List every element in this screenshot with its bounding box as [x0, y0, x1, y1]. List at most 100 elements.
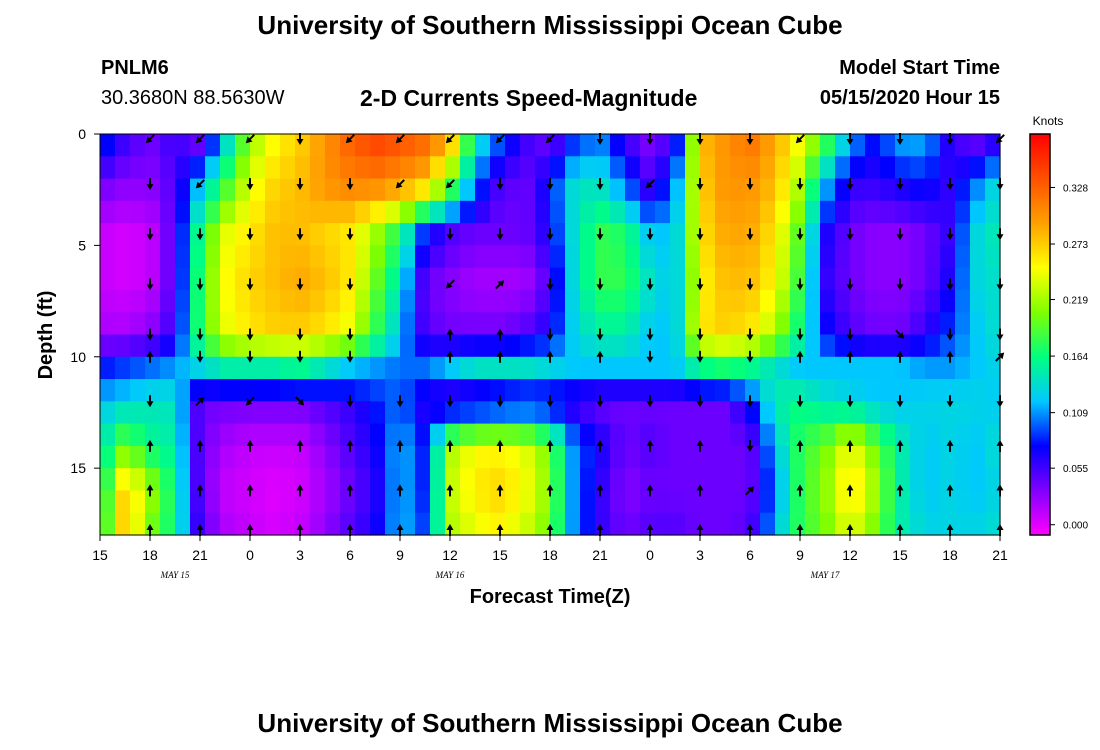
heatmap-cell	[355, 245, 371, 269]
heatmap-cell	[655, 200, 671, 224]
heatmap-cell	[205, 445, 221, 469]
heatmap-cell	[955, 490, 971, 514]
heatmap-cell	[910, 312, 926, 336]
current-arrow	[246, 228, 254, 241]
heatmap-cell	[625, 223, 641, 246]
heatmap-cell	[340, 379, 356, 402]
heatmap-cell	[430, 379, 446, 402]
heatmap-cell	[625, 178, 641, 202]
current-arrow	[495, 134, 505, 144]
heatmap-cell	[910, 200, 926, 224]
heatmap-cell	[880, 490, 896, 514]
heatmap-cell	[100, 356, 116, 380]
heatmap-cell	[175, 445, 191, 469]
current-arrow	[146, 178, 154, 191]
heatmap-cell	[685, 401, 701, 425]
heatmap-cell	[505, 334, 521, 358]
heatmap-cell	[460, 512, 476, 536]
heatmap-cell	[985, 156, 1001, 180]
heatmap-cell	[490, 468, 506, 492]
heatmap-cell	[925, 401, 941, 425]
heatmap-cell	[535, 356, 551, 380]
heatmap-cell	[370, 156, 386, 180]
heatmap-cell	[145, 401, 161, 425]
heatmap-cell	[415, 379, 431, 402]
current-arrow	[445, 179, 455, 189]
heatmap-cell	[310, 379, 326, 402]
heatmap-cell	[985, 423, 1001, 447]
heatmap-cell	[955, 200, 971, 224]
heatmap-cell	[475, 178, 491, 202]
current-arrow	[195, 179, 205, 189]
heatmap-cell	[280, 312, 296, 336]
heatmap-cell	[955, 423, 971, 447]
heatmap-cell	[310, 245, 326, 269]
heatmap-cell	[235, 445, 251, 469]
heatmap-cell	[250, 334, 266, 358]
heatmap-cell	[595, 401, 611, 425]
heatmap-cell	[835, 423, 851, 447]
heatmap-cell	[745, 490, 761, 514]
heatmap-cell	[970, 267, 986, 291]
heatmap-cell	[715, 379, 731, 402]
heatmap-cell	[130, 245, 146, 269]
heatmap-cell	[790, 200, 806, 224]
heatmap-cell	[775, 512, 791, 536]
heatmap-cell	[760, 156, 776, 180]
heatmap-cell	[160, 468, 176, 492]
heatmap-cell	[760, 267, 776, 291]
heatmap-cell	[430, 401, 446, 425]
heatmap-cell	[580, 401, 596, 425]
heatmap-cell	[430, 156, 446, 180]
heatmap-cell	[685, 379, 701, 402]
current-arrow	[646, 395, 654, 408]
heatmap-cell	[865, 200, 881, 224]
heatmap-cell	[880, 468, 896, 492]
heatmap-cell	[475, 334, 491, 358]
heatmap-cell	[715, 289, 731, 313]
heatmap-cell	[550, 156, 566, 180]
current-arrow	[496, 228, 504, 241]
heatmap-cell	[415, 423, 431, 447]
heatmap-cell	[745, 178, 761, 202]
heatmap-cell	[715, 312, 731, 336]
current-arrow	[646, 350, 654, 363]
x-tick-label: 0	[246, 547, 254, 563]
heatmap-cell	[970, 512, 986, 536]
heatmap-cell	[595, 334, 611, 358]
heatmap-cell	[400, 423, 416, 447]
current-arrow	[146, 439, 154, 452]
heatmap-cell	[715, 245, 731, 269]
heatmap-cell	[415, 312, 431, 336]
current-arrow	[896, 350, 904, 363]
heatmap-cell	[580, 490, 596, 514]
heatmap-cell	[565, 178, 581, 202]
heatmap-cell	[505, 312, 521, 336]
heatmap-cell	[490, 245, 506, 269]
heatmap-cell	[970, 490, 986, 514]
heatmap-cell	[220, 423, 236, 447]
heatmap-cell	[355, 379, 371, 402]
heatmap-cell	[580, 468, 596, 492]
heatmap-cell	[370, 468, 386, 492]
current-arrow	[195, 397, 205, 407]
current-arrow	[346, 178, 354, 191]
heatmap-cell	[265, 334, 281, 358]
heatmap-cell	[565, 267, 581, 291]
heatmap-cell	[220, 512, 236, 536]
heatmap-cell	[760, 423, 776, 447]
current-arrow	[846, 350, 854, 363]
heatmap-cell	[370, 334, 386, 358]
current-arrow	[295, 396, 305, 406]
heatmap-cell	[190, 134, 206, 157]
current-arrow	[546, 228, 554, 241]
heatmap-cell	[100, 379, 116, 402]
current-arrow	[246, 178, 254, 191]
heatmap-cell	[565, 445, 581, 469]
heatmap-cell	[685, 200, 701, 224]
heatmap-cell	[865, 289, 881, 313]
heatmap-cell	[355, 178, 371, 202]
heatmap-cell	[490, 423, 506, 447]
heatmap-cell	[670, 156, 686, 180]
heatmap-cell	[790, 490, 806, 514]
